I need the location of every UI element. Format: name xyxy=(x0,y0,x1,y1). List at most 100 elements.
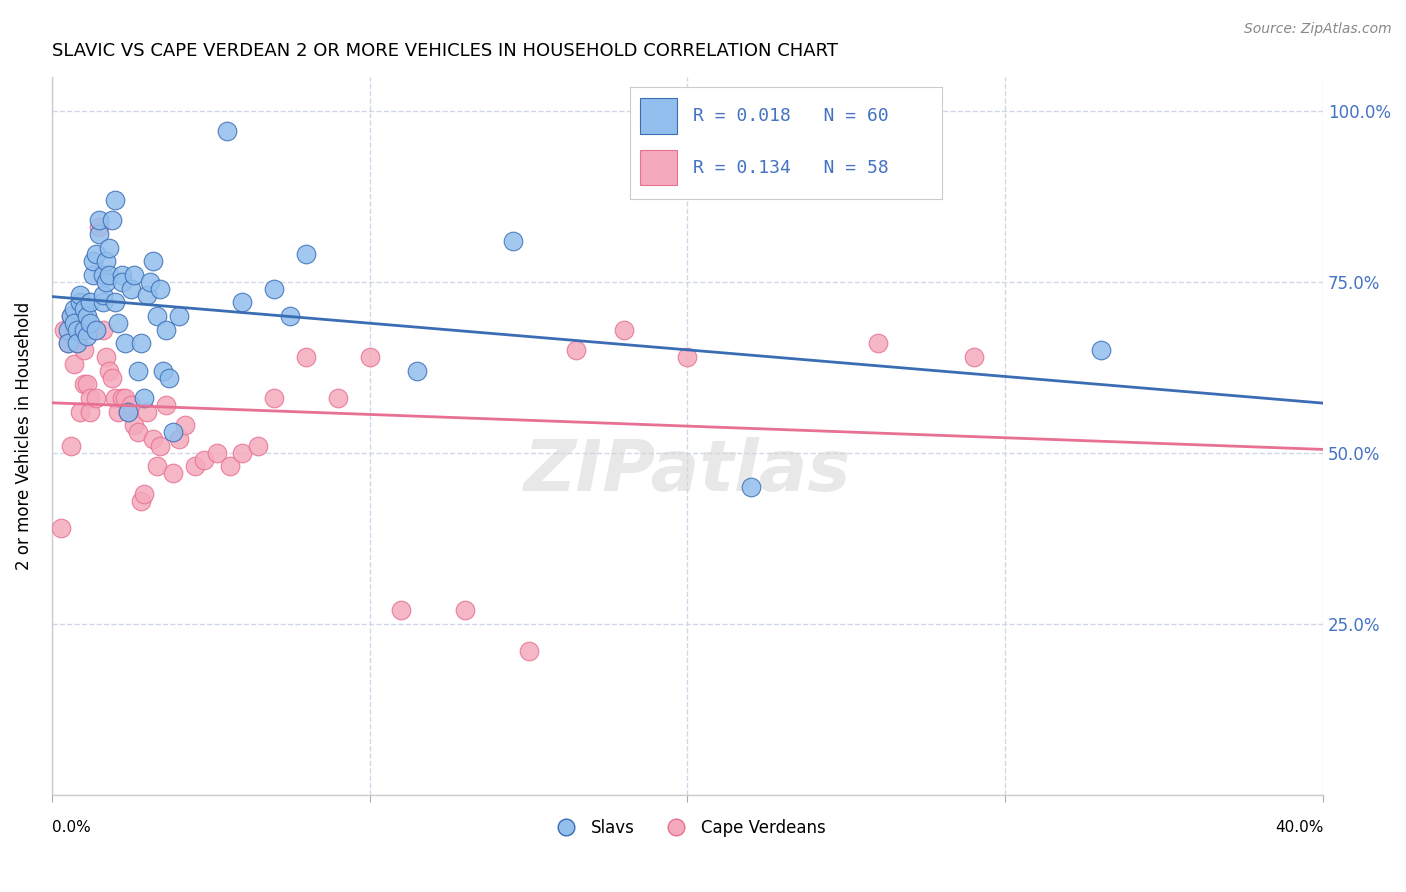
Point xyxy=(76,329,98,343)
Point xyxy=(56,336,79,351)
Point xyxy=(149,282,172,296)
Point xyxy=(82,254,104,268)
Y-axis label: 2 or more Vehicles in Household: 2 or more Vehicles in Household xyxy=(15,301,32,570)
Point xyxy=(76,309,98,323)
Point xyxy=(136,288,159,302)
Point xyxy=(94,350,117,364)
Point xyxy=(295,247,318,261)
Point xyxy=(127,364,149,378)
Point xyxy=(59,439,82,453)
Point xyxy=(157,370,180,384)
Point xyxy=(97,364,120,378)
Point xyxy=(155,398,177,412)
Point xyxy=(193,452,215,467)
Point xyxy=(406,364,429,378)
Text: Source: ZipAtlas.com: Source: ZipAtlas.com xyxy=(1244,22,1392,37)
Point xyxy=(69,288,91,302)
Point xyxy=(114,391,136,405)
Point xyxy=(66,336,89,351)
Point xyxy=(84,323,107,337)
Point xyxy=(145,309,167,323)
Point xyxy=(89,220,111,235)
Point xyxy=(91,268,114,282)
Point xyxy=(962,350,984,364)
Point xyxy=(72,323,94,337)
Point xyxy=(79,391,101,405)
Point xyxy=(139,275,162,289)
Point xyxy=(89,227,111,241)
Point xyxy=(263,391,285,405)
Point xyxy=(136,405,159,419)
Point xyxy=(51,521,73,535)
Point xyxy=(111,391,134,405)
Point xyxy=(389,603,412,617)
Text: SLAVIC VS CAPE VERDEAN 2 OR MORE VEHICLES IN HOUSEHOLD CORRELATION CHART: SLAVIC VS CAPE VERDEAN 2 OR MORE VEHICLE… xyxy=(52,42,838,60)
Point xyxy=(231,446,253,460)
Point xyxy=(72,377,94,392)
Point xyxy=(231,295,253,310)
Text: 0.0%: 0.0% xyxy=(52,820,90,835)
Point xyxy=(63,323,86,337)
Point xyxy=(149,439,172,453)
Point xyxy=(94,275,117,289)
Point xyxy=(167,309,190,323)
Point xyxy=(1090,343,1112,358)
Legend: Slavs, Cape Verdeans: Slavs, Cape Verdeans xyxy=(543,813,832,844)
Point xyxy=(66,323,89,337)
Point xyxy=(184,459,207,474)
Point xyxy=(101,213,124,227)
Point xyxy=(155,323,177,337)
Point xyxy=(111,275,134,289)
Point xyxy=(117,405,139,419)
Point xyxy=(53,323,76,337)
Point xyxy=(79,316,101,330)
Point xyxy=(124,268,146,282)
Point xyxy=(97,241,120,255)
Point xyxy=(66,336,89,351)
Point xyxy=(72,343,94,358)
Point xyxy=(142,432,165,446)
Point xyxy=(79,295,101,310)
Point xyxy=(104,391,127,405)
Point xyxy=(502,234,524,248)
Point xyxy=(94,254,117,268)
Point xyxy=(56,323,79,337)
Point xyxy=(104,193,127,207)
Point xyxy=(101,370,124,384)
Point xyxy=(454,603,477,617)
Point xyxy=(91,295,114,310)
Point xyxy=(63,316,86,330)
Point xyxy=(117,405,139,419)
Point xyxy=(124,418,146,433)
Point xyxy=(82,268,104,282)
Point xyxy=(218,459,240,474)
Point xyxy=(162,467,184,481)
Point xyxy=(107,316,129,330)
Point xyxy=(517,644,540,658)
Point xyxy=(247,439,270,453)
Point xyxy=(278,309,301,323)
Point xyxy=(76,377,98,392)
Point xyxy=(205,446,228,460)
Point xyxy=(676,350,699,364)
Point xyxy=(63,302,86,317)
Point xyxy=(72,302,94,317)
Point xyxy=(120,398,142,412)
Point xyxy=(111,268,134,282)
Text: ZIPatlas: ZIPatlas xyxy=(524,437,851,506)
Point xyxy=(162,425,184,440)
Point xyxy=(167,432,190,446)
Point xyxy=(215,124,238,138)
Point xyxy=(129,336,152,351)
Point xyxy=(132,487,155,501)
Point xyxy=(107,405,129,419)
Point xyxy=(613,323,636,337)
Point xyxy=(129,493,152,508)
Point xyxy=(359,350,381,364)
Text: 40.0%: 40.0% xyxy=(1275,820,1323,835)
Point xyxy=(174,418,197,433)
Point xyxy=(263,282,285,296)
Point xyxy=(114,336,136,351)
Point xyxy=(91,323,114,337)
Point xyxy=(89,213,111,227)
